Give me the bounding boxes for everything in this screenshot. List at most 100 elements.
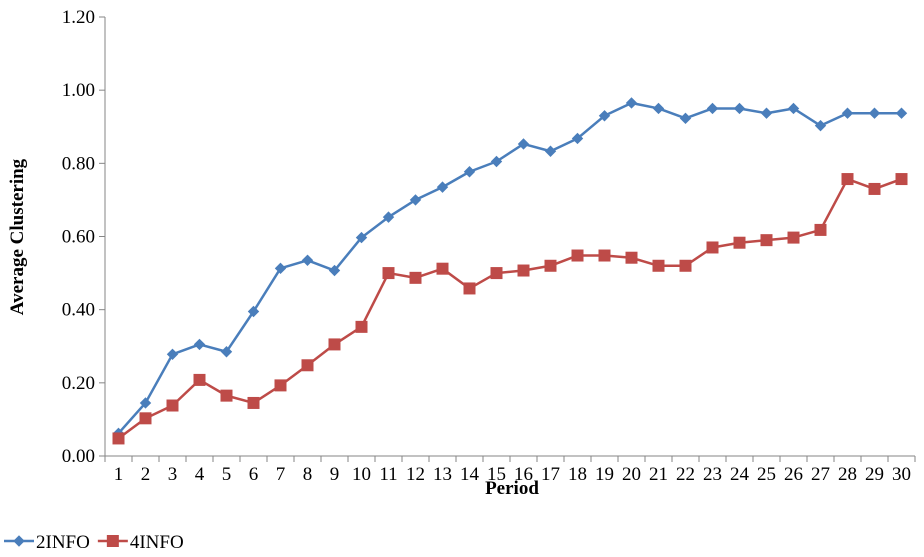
x-tick-label: 28 <box>838 464 857 485</box>
x-tick-label: 29 <box>865 464 884 485</box>
data-point-2info <box>787 102 800 115</box>
data-point-4info <box>841 173 854 186</box>
x-axis-ticks: 1 2 3 4 5 6 7 8 9 10 11 12 13 14 15 16 17 18 19 20 21 22 23 24 2… <box>104 456 916 485</box>
data-point-4info <box>166 399 179 412</box>
legend-marker-2info <box>13 535 25 547</box>
x-tick-label: 30 <box>892 464 911 485</box>
data-point-4info <box>112 432 125 445</box>
x-tick-label: 8 <box>303 464 313 485</box>
data-point-2info <box>355 231 368 244</box>
y-tick-label: 1.20 <box>62 7 95 28</box>
data-point-2info <box>814 119 827 132</box>
data-point-4info <box>436 262 449 275</box>
series-4info <box>112 173 908 445</box>
legend-label-4info: 4INFO <box>130 532 184 553</box>
data-point-2info <box>652 102 665 115</box>
y-axis-title: Average Clustering <box>7 158 28 315</box>
data-point-4info <box>679 259 692 272</box>
y-tick-label: 0.40 <box>62 300 95 321</box>
data-point-2info <box>490 155 503 168</box>
data-point-4info <box>895 173 908 186</box>
x-axis-title: Period <box>485 478 539 499</box>
x-tick-label: 24 <box>730 464 750 485</box>
data-point-4info <box>301 359 314 372</box>
data-point-4info <box>868 182 881 195</box>
data-point-4info <box>274 379 287 392</box>
y-tick-label: 0.80 <box>62 153 95 174</box>
data-point-4info <box>571 249 584 262</box>
x-tick-label: 11 <box>379 464 397 485</box>
data-point-2info <box>733 102 746 115</box>
data-point-2info <box>571 132 584 145</box>
legend-item-2info: 2INFO <box>4 532 90 553</box>
data-point-2info <box>220 346 233 358</box>
x-tick-label: 22 <box>676 464 695 485</box>
series-layer <box>112 97 908 445</box>
legend-label-2info: 2INFO <box>36 532 90 553</box>
data-point-4info <box>598 249 611 262</box>
data-point-4info <box>814 223 827 236</box>
data-point-2info <box>328 264 341 277</box>
data-point-2info <box>139 397 152 409</box>
x-tick-label: 20 <box>622 464 641 485</box>
y-tick-label: 0.00 <box>62 446 95 467</box>
data-point-2info <box>274 262 287 275</box>
data-point-2info <box>166 348 179 361</box>
data-point-2info <box>436 181 449 193</box>
data-point-4info <box>625 251 638 264</box>
data-point-2info <box>301 254 314 266</box>
x-tick-label: 5 <box>222 464 232 485</box>
data-point-4info <box>733 236 746 249</box>
data-point-2info <box>706 102 719 115</box>
data-point-2info <box>409 194 422 206</box>
data-point-2info <box>760 107 773 119</box>
x-tick-label: 3 <box>168 464 178 485</box>
series-2info <box>112 97 908 440</box>
x-tick-label: 10 <box>352 464 371 485</box>
y-tick-label: 0.60 <box>62 227 95 248</box>
x-tick-label: 19 <box>595 464 614 485</box>
x-tick-label: 13 <box>433 464 452 485</box>
x-tick-label: 6 <box>249 464 259 485</box>
data-point-2info <box>517 138 530 150</box>
data-point-4info <box>490 267 503 280</box>
data-point-4info <box>193 373 206 386</box>
x-tick-label: 16 <box>514 464 533 485</box>
x-tick-label: 7 <box>276 464 286 485</box>
data-point-2info <box>544 145 557 157</box>
series-line-4info <box>117 177 902 440</box>
data-point-2info <box>463 166 476 178</box>
data-point-4info <box>328 338 341 351</box>
data-point-2info <box>895 107 908 119</box>
y-axis-ticks: 0.00 0.20 0.40 0.60 0.80 1.00 1.20 <box>62 7 105 467</box>
data-point-4info <box>355 320 368 333</box>
data-point-4info <box>517 264 530 277</box>
x-tick-label: 15 <box>487 464 506 485</box>
series-line-2info <box>117 101 902 435</box>
x-tick-label: 9 <box>330 464 340 485</box>
x-tick-label: 17 <box>541 464 560 485</box>
data-point-2info <box>625 97 638 109</box>
data-point-4info <box>544 259 557 272</box>
data-point-2info <box>841 107 854 119</box>
x-tick-label: 14 <box>460 464 480 485</box>
x-tick-label: 4 <box>195 464 205 485</box>
data-point-4info <box>706 241 719 254</box>
data-point-2info <box>598 110 611 122</box>
legend-item-4info: 4INFO <box>97 532 184 553</box>
data-point-2info <box>193 338 206 351</box>
data-point-4info <box>409 271 422 284</box>
legend: 2INFO 4INFO <box>4 532 184 553</box>
x-tick-label: 1 <box>114 464 124 485</box>
data-point-2info <box>382 211 395 223</box>
x-tick-label: 2 <box>141 464 151 485</box>
data-point-4info <box>463 282 476 295</box>
data-point-4info <box>382 267 395 280</box>
x-tick-label: 27 <box>811 464 830 485</box>
data-point-2info <box>679 112 692 125</box>
data-point-4info <box>139 412 152 425</box>
data-point-4info <box>760 234 773 247</box>
data-point-4info <box>652 259 665 272</box>
x-tick-label: 26 <box>784 464 803 485</box>
